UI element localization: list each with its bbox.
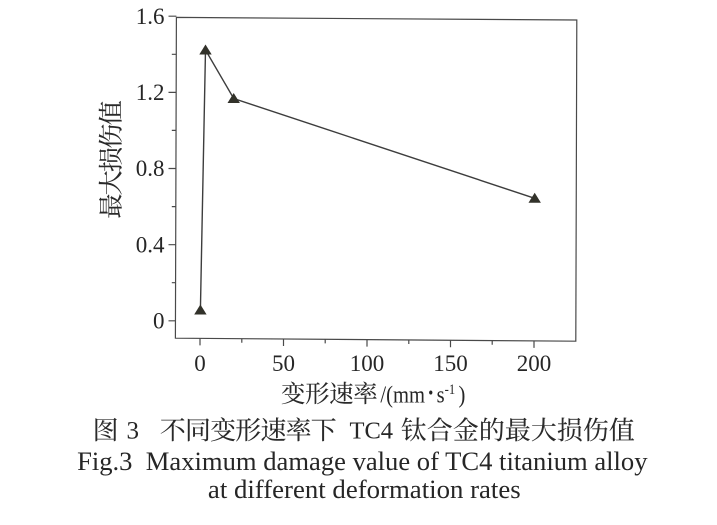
svg-text:0.4: 0.4 [136, 232, 165, 257]
svg-text:200: 200 [517, 351, 552, 376]
svg-text:0: 0 [153, 309, 165, 334]
svg-text:0.8: 0.8 [136, 156, 165, 181]
svg-text:1.2: 1.2 [136, 80, 165, 105]
svg-text:1.6: 1.6 [136, 4, 165, 29]
svg-text:TC4: TC4 [350, 418, 394, 445]
svg-text:50: 50 [272, 351, 295, 376]
svg-text:0: 0 [194, 351, 206, 376]
svg-text:100: 100 [350, 351, 385, 376]
svg-text:150: 150 [433, 351, 468, 376]
svg-text:at different deformation rates: at different deformation rates [208, 474, 521, 504]
svg-text:Fig.3 Maximum damage value of: Fig.3 Maximum damage value of TC4 titani… [77, 446, 648, 476]
svg-text:3: 3 [127, 418, 140, 445]
